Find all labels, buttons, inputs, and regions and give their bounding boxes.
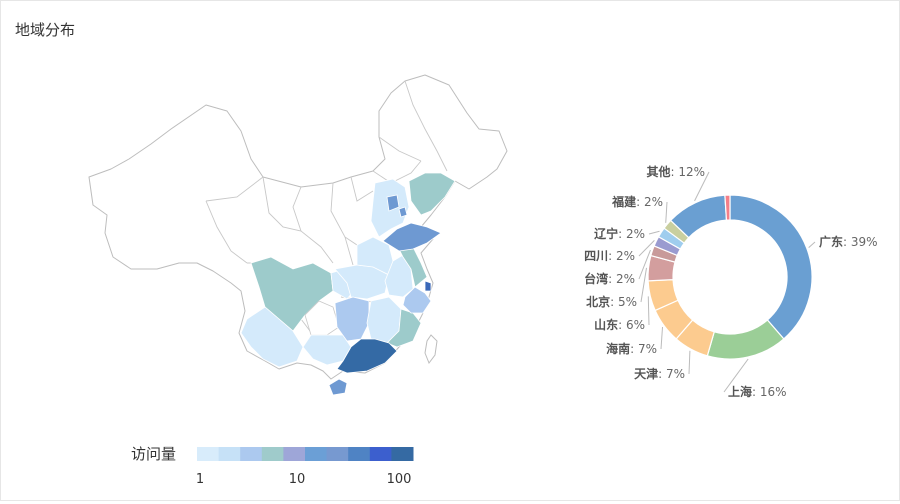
- donut-label-value: : 2%: [608, 272, 635, 286]
- region-fujian: [386, 308, 422, 348]
- donut-label-line: [694, 171, 710, 202]
- region-hainan: [328, 378, 348, 396]
- region-yunnan: [240, 306, 304, 368]
- donut-label-value: : 2%: [618, 227, 645, 241]
- donut-label: 天津: 7%: [634, 366, 685, 381]
- visual-map-ticks: 1 10 100: [196, 472, 412, 487]
- donut-label-value: : 7%: [630, 342, 657, 356]
- visual-map-legend: 访问量 1 10 100: [131, 445, 414, 487]
- donut-label-value: : 6%: [618, 318, 645, 332]
- donut-label-value: : 12%: [670, 165, 705, 179]
- visual-map-segment: [391, 447, 414, 461]
- page-title: 地域分布: [15, 21, 76, 39]
- donut-labels: 广东: 39%上海: 16%天津: 7%海南: 7%山东: 6%北京: 5%台湾…: [584, 164, 877, 399]
- donut-label: 其他: 12%: [646, 164, 705, 179]
- donut-slice[interactable]: [706, 319, 785, 360]
- map-outline: [88, 74, 508, 380]
- donut-label-line: [723, 358, 749, 393]
- region-guangdong: [336, 338, 398, 374]
- donut-label: 四川: 2%: [584, 249, 635, 263]
- donut-label: 台湾: 2%: [584, 271, 635, 286]
- donut-label-line: [647, 296, 650, 326]
- region-liaoning: [408, 172, 456, 216]
- donut-label: 广东: 39%: [819, 234, 878, 249]
- visual-map-segment: [283, 447, 306, 461]
- donut-label-name: 台湾: [584, 271, 608, 286]
- region-hunan: [334, 296, 370, 342]
- donut-label-name: 福建: [611, 194, 637, 209]
- region-shanghai: [424, 280, 432, 292]
- donut-label-value: : 5%: [610, 295, 637, 309]
- visual-map-segment: [369, 447, 392, 461]
- donut-slice[interactable]: [729, 194, 813, 340]
- visual-map-segment: [326, 447, 349, 461]
- donut-label: 海南: 7%: [606, 341, 657, 356]
- donut-label-name: 北京: [586, 294, 610, 309]
- visual-map-tick-label: 100: [387, 472, 412, 487]
- visual-map-segment: [305, 447, 328, 461]
- visual-map-tick-label: 1: [196, 472, 204, 487]
- visual-map-tick-label: 10: [289, 472, 306, 487]
- donut-label-value: : 2%: [636, 195, 663, 209]
- donut-label-name: 其他: [646, 164, 670, 179]
- donut-label-line: [660, 326, 664, 350]
- visual-map-segment: [240, 447, 263, 461]
- visual-map-segment: [261, 447, 284, 461]
- donut-label-line: [808, 241, 816, 248]
- donut-label-line: [648, 230, 660, 235]
- region-jiangsu: [398, 246, 428, 288]
- donut-label: 山东: 6%: [594, 317, 645, 332]
- visual-map-segment: [218, 447, 241, 461]
- region-tianjin: [398, 206, 408, 218]
- donut-slice[interactable]: [724, 194, 731, 221]
- visual-map-bar[interactable]: [197, 447, 414, 461]
- donut-label-value: : 16%: [752, 385, 787, 399]
- donut-label-name: 上海: [728, 384, 752, 399]
- donut-label: 辽宁: 2%: [594, 226, 645, 241]
- donut-label-line: [640, 267, 647, 303]
- donut-label: 北京: 5%: [586, 294, 637, 309]
- region-beijing: [386, 194, 400, 212]
- region-shandong: [382, 222, 442, 252]
- visual-map-segment: [348, 447, 371, 461]
- donut-label-name: 山东: [594, 317, 618, 332]
- donut-label-name: 辽宁: [594, 226, 618, 241]
- donut-label: 福建: 2%: [611, 194, 663, 209]
- donut-label-value: : 39%: [843, 235, 878, 249]
- visual-map-segment: [197, 447, 220, 461]
- donut-label-line: [665, 201, 668, 223]
- region-taiwan: [424, 334, 438, 365]
- donut-label-name: 天津: [634, 366, 658, 381]
- donut-label-value: : 2%: [608, 249, 635, 263]
- donut-chart: [647, 194, 813, 360]
- donut-label-name: 海南: [606, 341, 630, 356]
- donut-label-line: [688, 350, 691, 375]
- donut-label-name: 广东: [819, 234, 843, 249]
- donut-label: 上海: 16%: [728, 384, 787, 399]
- visual-map-label: 访问量: [131, 445, 176, 463]
- donut-label-line: [638, 249, 651, 280]
- donut-label-line: [638, 240, 655, 257]
- donut-label-name: 四川: [584, 249, 608, 263]
- donut-label-value: : 7%: [658, 367, 685, 381]
- region-zhejiang: [402, 286, 432, 314]
- china-map: [88, 74, 508, 396]
